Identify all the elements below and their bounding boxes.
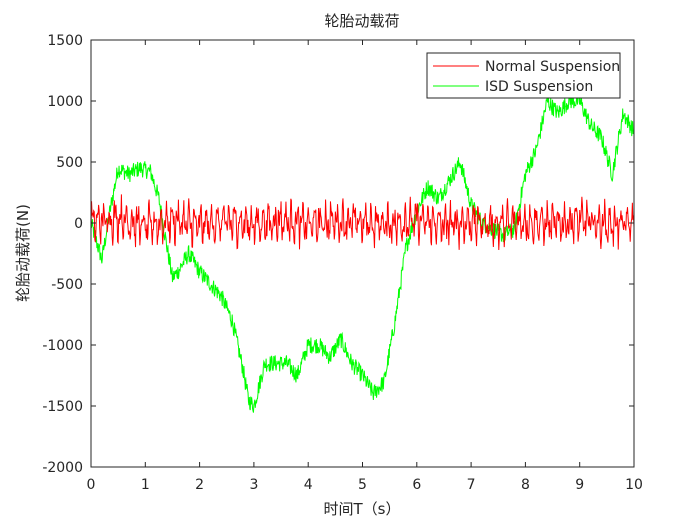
- legend-box: [426, 52, 621, 99]
- x-tick-label: 9: [575, 477, 584, 493]
- y-tick-label: -2000: [42, 460, 83, 476]
- legend: Normal Suspension ISD Suspension: [426, 52, 621, 99]
- x-tick-label: 10: [625, 477, 643, 493]
- series-line-isd: [90, 91, 635, 413]
- y-tick-label: -1000: [42, 338, 83, 354]
- y-tick-label: 1000: [47, 94, 83, 110]
- y-tick-label: -500: [51, 277, 83, 293]
- legend-label-isd: ISD Suspension: [485, 79, 593, 95]
- series-line-normal: [90, 194, 635, 251]
- chart-title: 轮胎动载荷: [324, 12, 399, 30]
- x-tick-label: 3: [249, 477, 258, 493]
- x-tick-label: 0: [87, 477, 96, 493]
- x-axis-ticks: 0 1 2 3 4 5 6 7 8 9 10: [87, 40, 643, 493]
- x-tick-label: 5: [358, 477, 367, 493]
- y-axis-ticks: -2000 -1500 -1000 -500 0 500 1000 1500: [42, 33, 634, 476]
- x-tick-label: 7: [467, 477, 476, 493]
- x-tick-label: 6: [412, 477, 421, 493]
- y-tick-label: 1500: [47, 33, 83, 49]
- x-axis-label: 时间T（s）: [324, 500, 401, 518]
- y-tick-label: 0: [74, 216, 83, 232]
- y-tick-label: 500: [56, 155, 83, 171]
- x-tick-label: 1: [141, 477, 150, 493]
- legend-label-normal: Normal Suspension: [485, 59, 620, 75]
- x-tick-label: 4: [304, 477, 313, 493]
- x-tick-label: 8: [521, 477, 530, 493]
- y-tick-label: -1500: [42, 399, 83, 415]
- x-tick-label: 2: [195, 477, 204, 493]
- y-axis-label: 轮胎动载荷(N): [14, 204, 32, 302]
- series-lines: [90, 91, 635, 413]
